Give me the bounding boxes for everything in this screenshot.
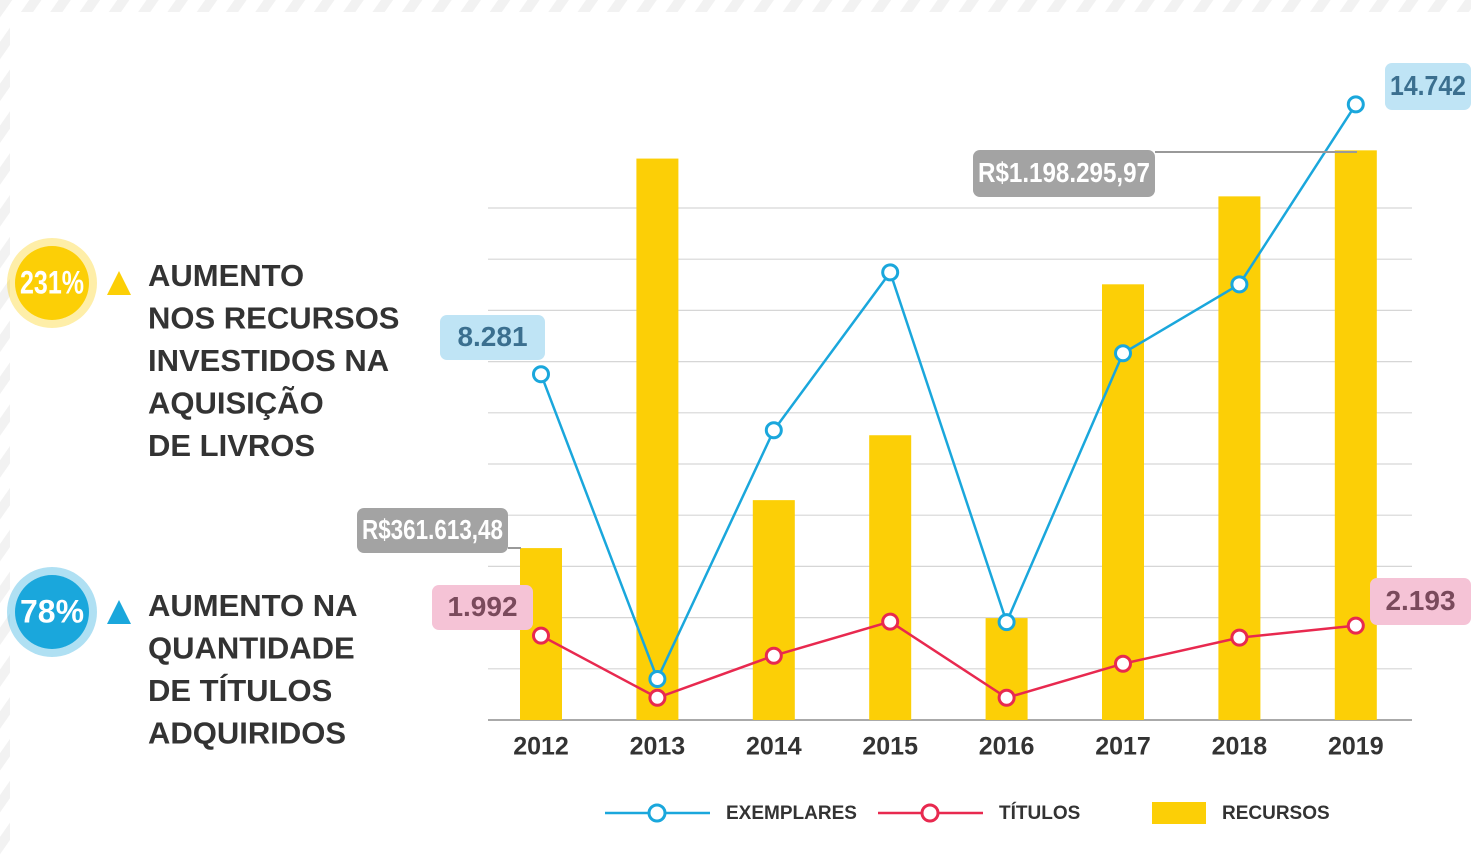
x-tick-label: 2015 xyxy=(862,733,918,761)
legend-label: RECURSOS xyxy=(1222,803,1330,824)
annotation-line: DE LIVROS xyxy=(148,428,315,463)
x-tick-label: 2014 xyxy=(746,733,802,761)
x-tick-label: 2017 xyxy=(1095,733,1151,761)
point xyxy=(1114,654,1132,673)
point xyxy=(764,421,783,440)
annotation-line: AUMENTO NA xyxy=(148,588,358,623)
badge xyxy=(15,246,89,320)
point xyxy=(1346,616,1365,635)
annotation-line: QUANTIDADE xyxy=(148,631,355,666)
badge-label: 231% xyxy=(20,264,84,300)
line xyxy=(539,103,1357,683)
value-label: 1.992 xyxy=(447,591,517,622)
annotation-line: AQUISIÇÃO xyxy=(148,386,324,421)
legend-marker xyxy=(647,803,667,823)
value-label: 8.281 xyxy=(457,321,527,352)
point xyxy=(764,646,783,665)
point xyxy=(881,612,900,631)
point xyxy=(1230,628,1249,647)
value-label-box xyxy=(432,585,533,630)
legend-label: TÍTULOS xyxy=(999,802,1080,824)
value-label-box xyxy=(1385,63,1471,110)
legend-swatch xyxy=(1152,802,1206,824)
x-tick-label: 2016 xyxy=(979,733,1035,761)
point xyxy=(1230,275,1249,294)
x-tick-label: 2019 xyxy=(1328,733,1384,761)
legend-label: EXEMPLARES xyxy=(726,803,857,824)
line xyxy=(540,620,1356,700)
value-label-box xyxy=(973,150,1155,197)
point xyxy=(1114,344,1132,363)
point xyxy=(532,626,550,645)
x-tick-label: 2018 xyxy=(1212,733,1268,761)
value-label-box xyxy=(440,315,545,360)
bar xyxy=(636,158,679,720)
bar xyxy=(752,500,795,720)
point xyxy=(532,365,550,384)
value-label-box xyxy=(357,508,508,553)
badge xyxy=(15,575,89,649)
point xyxy=(648,670,667,689)
value-label: R$1.198.295,97 xyxy=(978,157,1150,188)
value-label: R$361.613,48 xyxy=(362,514,503,545)
triangle xyxy=(107,271,131,295)
x-tick-label: 2013 xyxy=(630,733,686,761)
point xyxy=(997,688,1016,707)
annotation-line: ADQUIRIDOS xyxy=(148,716,346,751)
point xyxy=(997,613,1016,632)
point xyxy=(881,263,900,282)
annotation-line: INVESTIDOS NA xyxy=(148,343,389,378)
value-label-box xyxy=(1370,578,1471,625)
annotation-line: AUMENTO xyxy=(148,258,304,293)
point xyxy=(1346,95,1365,114)
annotation-line: DE TÍTULOS xyxy=(148,673,332,708)
background-stripe xyxy=(0,0,1471,12)
bar xyxy=(869,435,912,720)
x-tick-label: 2012 xyxy=(513,733,569,761)
value-label: 2.193 xyxy=(1385,585,1455,616)
background-stripe xyxy=(0,0,10,858)
badge-label: 78% xyxy=(20,593,84,629)
value-label: 14.742 xyxy=(1390,70,1466,101)
triangle xyxy=(107,600,131,624)
point xyxy=(648,688,667,707)
legend-marker xyxy=(920,803,940,823)
annotation-line: NOS RECURSOS xyxy=(148,301,399,336)
